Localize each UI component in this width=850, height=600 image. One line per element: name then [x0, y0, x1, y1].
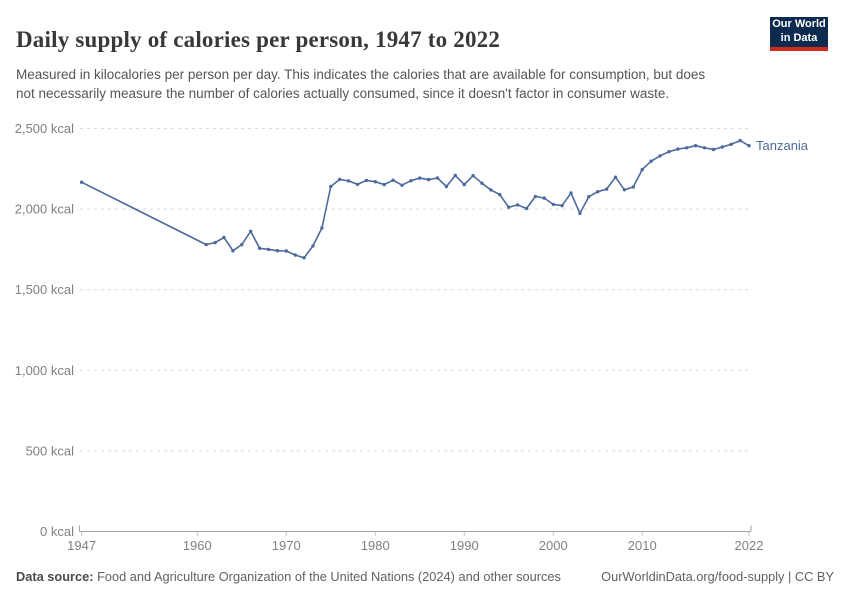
- data-point: [373, 180, 377, 184]
- data-point: [364, 178, 369, 183]
- y-tick-label: 500 kcal: [26, 443, 75, 458]
- data-point: [676, 147, 680, 151]
- owid-logo-line1: Our World: [772, 18, 826, 31]
- data-point: [320, 226, 324, 230]
- y-tick-label: 1,000 kcal: [15, 363, 74, 378]
- data-point: [542, 196, 546, 200]
- data-point: [382, 182, 386, 187]
- data-point: [649, 159, 653, 163]
- data-point: [596, 190, 600, 194]
- owid-logo-line2: in Data: [780, 32, 818, 44]
- y-tick-label: 1,500 kcal: [15, 282, 74, 297]
- data-point: [604, 187, 609, 191]
- data-point: [720, 145, 724, 149]
- data-point: [747, 144, 751, 148]
- data-source-text: Food and Agriculture Organization of the…: [93, 569, 561, 584]
- data-point: [498, 192, 502, 197]
- data-point: [622, 188, 627, 192]
- data-point: [275, 249, 280, 253]
- data-point: [587, 195, 591, 199]
- entity-label: Tanzania: [756, 138, 809, 153]
- data-source-label: Data source:: [16, 569, 94, 584]
- data-line: [80, 139, 750, 259]
- y-tick-label: 2,500 kcal: [15, 121, 74, 136]
- x-tick-label: 2000: [539, 538, 568, 553]
- data-point: [453, 173, 457, 178]
- data-point: [578, 211, 582, 215]
- data-point: [729, 142, 733, 146]
- y-tick-label: 2,000 kcal: [15, 202, 74, 217]
- data-point: [400, 183, 404, 187]
- data-point: [524, 206, 529, 211]
- data-point: [311, 244, 315, 248]
- data-point: [702, 146, 707, 150]
- data-point: [560, 203, 564, 208]
- data-point: [338, 177, 342, 182]
- y-tick-label: 0 kcal: [40, 524, 74, 539]
- data-point: [435, 176, 440, 180]
- x-tick-label: 1970: [272, 538, 301, 553]
- data-point: [355, 182, 360, 187]
- data-point: [507, 205, 511, 209]
- page-title: Daily supply of calories per person, 194…: [16, 27, 501, 53]
- data-point: [480, 181, 484, 185]
- data-point: [391, 178, 395, 182]
- data-point: [613, 175, 618, 179]
- data-point: [489, 188, 493, 192]
- data-point: [231, 249, 235, 253]
- data-point: [444, 184, 449, 189]
- data-point: [204, 242, 208, 247]
- data-point: [569, 191, 573, 195]
- data-point: [302, 256, 306, 260]
- data-point: [240, 242, 244, 247]
- x-tick-label: 1990: [450, 538, 479, 553]
- data-point: [79, 180, 84, 184]
- data-point: [257, 246, 262, 250]
- data-point: [711, 147, 716, 152]
- data-point: [631, 185, 635, 189]
- x-tick-label: 1947: [67, 538, 96, 553]
- x-tick-label: 1960: [183, 538, 212, 553]
- owid-logo: Our World in Data: [770, 17, 828, 51]
- data-point: [426, 177, 431, 182]
- data-point: [640, 167, 644, 172]
- data-point: [329, 184, 333, 189]
- credit-link[interactable]: OurWorldinData.org/food-supply | CC BY: [601, 569, 834, 584]
- data-point: [409, 179, 413, 183]
- chart-subtitle: Measured in kilocalories per person per …: [16, 66, 706, 101]
- data-point: [738, 138, 742, 143]
- data-point: [693, 144, 698, 148]
- data-point: [471, 174, 475, 178]
- data-point: [266, 247, 271, 252]
- data-source-note: Data source: Food and Agriculture Organi…: [16, 569, 561, 584]
- chart-footer: Data source: Food and Agriculture Organi…: [16, 569, 834, 584]
- data-point: [222, 235, 226, 240]
- x-tick-label: 1980: [361, 538, 390, 553]
- data-point: [213, 240, 217, 245]
- data-point: [346, 179, 351, 183]
- x-tick-label: 2010: [628, 538, 657, 553]
- data-point: [658, 154, 662, 158]
- data-point: [685, 146, 689, 150]
- data-point: [551, 202, 555, 207]
- data-point: [293, 253, 297, 257]
- x-tick-label: 2022: [735, 538, 764, 553]
- data-point: [667, 150, 671, 154]
- data-point: [533, 194, 538, 199]
- data-point: [462, 182, 466, 187]
- data-point: [418, 176, 422, 180]
- data-point: [249, 229, 253, 233]
- data-point: [284, 249, 288, 253]
- data-point: [515, 203, 520, 207]
